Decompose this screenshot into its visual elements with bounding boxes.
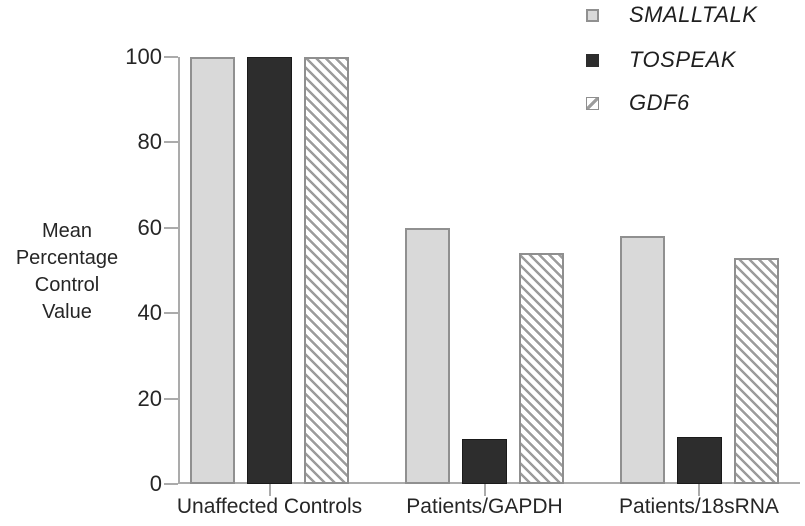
bar-gdf6-group1 bbox=[304, 57, 349, 484]
x-axis-tick bbox=[268, 484, 271, 496]
y-axis-tick bbox=[164, 397, 178, 400]
bar-gdf6-group2 bbox=[519, 253, 564, 484]
bar-tospeak-group3 bbox=[676, 437, 722, 484]
bar-gdf6-group3 bbox=[733, 258, 779, 484]
legend-swatch-hatched-icon bbox=[586, 96, 599, 110]
bar-smalltalk-group2 bbox=[405, 228, 450, 484]
x-axis-tick bbox=[698, 484, 700, 496]
x-category-label: Patients/18sRNA bbox=[619, 495, 779, 518]
y-tick-label: 80 bbox=[137, 129, 162, 155]
y-tick-label: 20 bbox=[137, 385, 162, 411]
y-tick-label: 60 bbox=[137, 214, 162, 240]
x-axis-tick bbox=[483, 484, 486, 496]
legend-item-gdf6: GDF6 bbox=[586, 90, 690, 115]
legend-swatch-light-gray-icon bbox=[586, 8, 599, 22]
legend-item-smalltalk: SMALLTALK bbox=[586, 2, 757, 27]
legend-item-tospeak: TOSPEAK bbox=[586, 47, 736, 72]
y-axis-line bbox=[178, 57, 180, 484]
legend-label: SMALLTALK bbox=[629, 2, 758, 27]
y-tick-label: 40 bbox=[137, 300, 162, 326]
x-category-label: Patients/GAPDH bbox=[406, 495, 563, 518]
y-axis-tick bbox=[164, 56, 178, 58]
y-axis-title: Mean Percentage Control Value bbox=[15, 220, 119, 323]
legend-label: TOSPEAK bbox=[629, 47, 737, 72]
y-axis-tick bbox=[164, 141, 178, 144]
legend-label: GDF6 bbox=[629, 90, 690, 115]
legend-swatch-black-icon bbox=[586, 53, 599, 67]
plot-area: Unaffected Controls Patients/GAPDH Patient… bbox=[177, 57, 800, 518]
y-axis-tick bbox=[164, 312, 178, 315]
bar-smalltalk-group1 bbox=[190, 57, 235, 484]
bar-smalltalk-group3 bbox=[619, 236, 665, 484]
y-tick-label: 0 bbox=[149, 471, 162, 496]
y-axis-tick bbox=[164, 483, 178, 485]
x-category-label: Unaffected Controls bbox=[176, 495, 363, 518]
bar-tospeak-group1 bbox=[247, 57, 292, 484]
bar-tospeak-group2 bbox=[462, 439, 507, 484]
y-tick-label: 100 bbox=[125, 44, 162, 69]
y-axis-tick bbox=[164, 226, 178, 229]
